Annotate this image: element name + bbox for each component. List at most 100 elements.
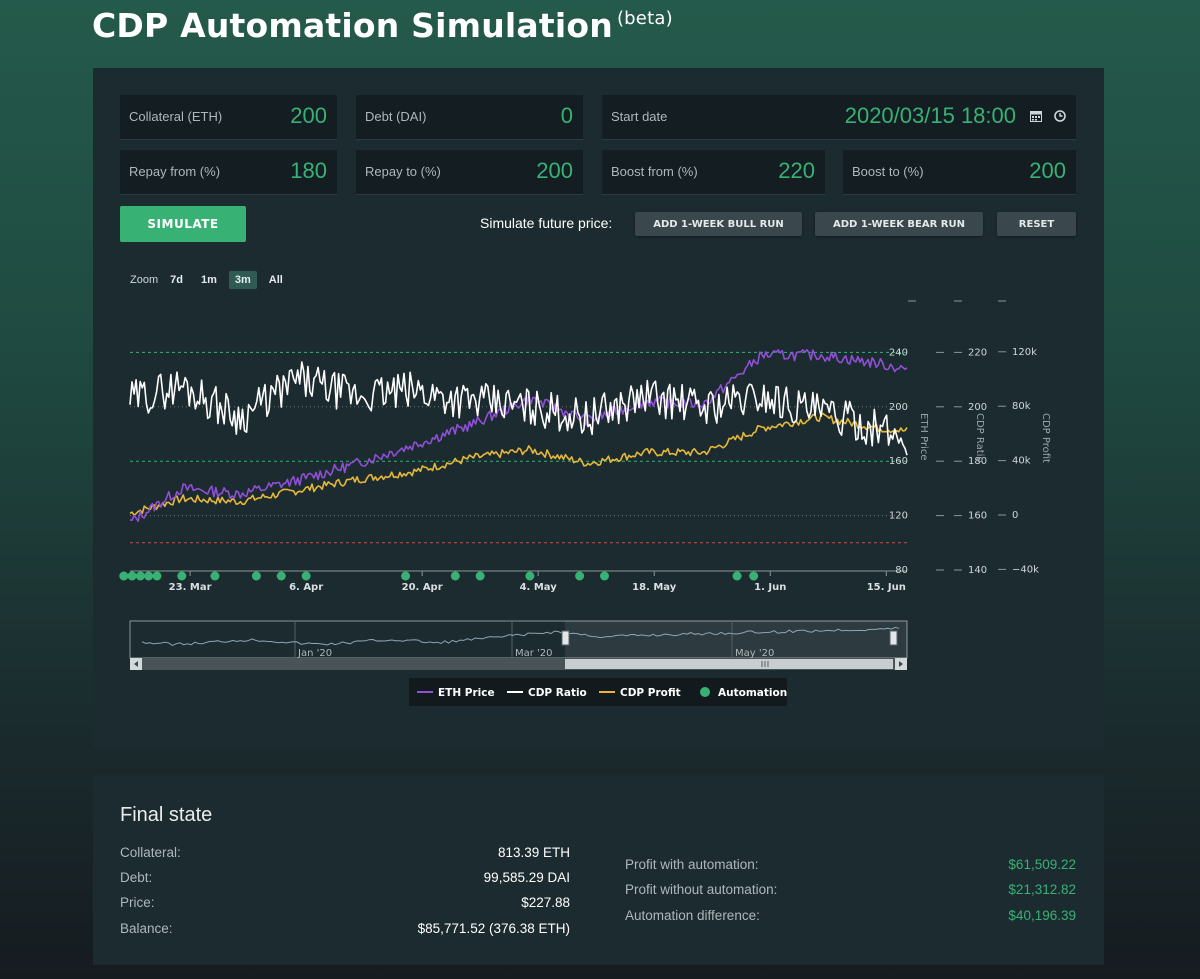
zoom-7d[interactable]: 7d — [170, 274, 183, 286]
axis-tick-label: 180 — [968, 456, 987, 467]
automation-marker — [450, 571, 460, 581]
final-balance-label: Balance: — [120, 921, 173, 936]
simulation-chart[interactable]: 23. Mar 6. Apr 20. Apr 4. May 18. May 1. Jun 1… — [93, 68, 1104, 748]
final-collateral-label: Collateral: — [120, 845, 181, 860]
page-title-text: CDP Automation Simulation — [92, 6, 613, 45]
automation-marker — [475, 571, 485, 581]
final-debt-value: 99,585.29 DAI — [483, 870, 570, 885]
bull-run-button[interactable]: ADD 1-WEEK BULL RUN — [635, 212, 802, 236]
debt-value[interactable]: 0 — [560, 103, 573, 128]
axis-tick-label: 80 — [895, 565, 908, 576]
boost-to-label: Boost to (%) — [852, 164, 924, 179]
profit-without-automation-row: Profit without automation: $21,312.82 — [625, 882, 1076, 897]
final-debt-label: Debt: — [120, 870, 153, 885]
scroll-right-glyph — [899, 661, 903, 667]
axis-title: ETH Price — [918, 413, 929, 461]
profit-with-automation-label: Profit with automation: — [625, 857, 759, 872]
reset-button[interactable]: RESET — [997, 212, 1076, 236]
legend-item-label: CDP Profit — [620, 687, 681, 699]
final-balance-row: Balance: $85,771.52 (376.38 ETH) — [120, 921, 570, 936]
debt-field[interactable]: Debt (DAI) 0 — [356, 95, 583, 140]
debt-label: Debt (DAI) — [365, 109, 427, 124]
final-collateral-row: Collateral: 813.39 ETH — [120, 845, 570, 860]
x-tick-label: 1. Jun — [754, 582, 786, 593]
repay-to-value[interactable]: 200 — [536, 158, 573, 183]
axis-tick-label: 80k — [1012, 401, 1031, 412]
x-tick-label: 18. May — [632, 582, 677, 593]
automation-marker — [135, 571, 145, 581]
simulation-panel: Collateral (ETH) 200 Debt (DAI) 0 Start … — [93, 68, 1104, 748]
x-tick-label: 4. May — [520, 582, 558, 593]
page-title: CDP Automation Simulation (beta) — [92, 6, 673, 45]
boost-from-field[interactable]: Boost from (%) 220 — [602, 150, 825, 195]
axis-tick-label: 40k — [1012, 456, 1031, 467]
repay-to-field[interactable]: Repay to (%) 200 — [356, 150, 583, 195]
final-balance-value: $85,771.52 (376.38 ETH) — [417, 921, 570, 936]
boost-to-field[interactable]: Boost to (%) 200 — [843, 150, 1076, 195]
automation-marker — [599, 571, 609, 581]
final-state-panel: Final state Collateral: 813.39 ETH Debt: 9… — [93, 775, 1104, 965]
boost-from-value[interactable]: 220 — [778, 158, 815, 183]
final-price-value: $227.88 — [521, 895, 570, 910]
repay-to-label: Repay to (%) — [365, 164, 441, 179]
axis-title: CDP Ratio — [974, 413, 985, 463]
legend-item-label: CDP Ratio — [528, 687, 587, 699]
start-date-field[interactable]: Start date 2020/03/15 18:00 — [602, 95, 1076, 140]
navigator-scrollbar-thumb — [565, 659, 893, 669]
profit-with-automation-row: Profit with automation: $61,509.22 — [625, 857, 1076, 872]
navigator-series — [141, 626, 900, 646]
clock-icon[interactable] — [1054, 110, 1066, 125]
automation-marker — [575, 571, 585, 581]
zoom-3m[interactable]: 3m — [228, 271, 257, 289]
axis-title: CDP Profit — [1040, 413, 1051, 463]
navigator-selection — [565, 621, 907, 658]
axis-tick-label: 160 — [889, 456, 908, 467]
final-state-title: Final state — [120, 804, 213, 826]
zoom-1m[interactable]: 1m — [200, 274, 217, 286]
chart-legend — [409, 678, 787, 706]
axis-tick-label: 200 — [968, 402, 987, 413]
legend-item-label: Automation — [718, 687, 787, 699]
repay-from-value[interactable]: 180 — [290, 158, 327, 183]
start-date-value[interactable]: 2020/03/15 18:00 — [844, 103, 1016, 128]
zoom-label: Zoom — [130, 274, 159, 286]
automation-marker — [276, 571, 286, 581]
axis-tick-label: 200 — [889, 402, 908, 413]
zoom-all[interactable]: All — [268, 274, 283, 286]
scroll-left-glyph — [134, 661, 138, 667]
collateral-value[interactable]: 200 — [290, 103, 327, 128]
x-tick-label: 23. Mar — [169, 582, 212, 593]
axis-tick-label: 120 — [889, 511, 908, 522]
collateral-field[interactable]: Collateral (ETH) 200 — [120, 95, 337, 140]
collateral-label: Collateral (ETH) — [129, 109, 223, 124]
automation-difference-label: Automation difference: — [625, 908, 760, 923]
repay-from-label: Repay from (%) — [129, 164, 221, 179]
x-tick-label: 20. Apr — [402, 582, 443, 593]
automation-difference-row: Automation difference: $40,196.39 — [625, 908, 1076, 923]
simulate-button[interactable]: SIMULATE — [120, 206, 246, 242]
series-line-cdp-ratio — [129, 361, 908, 456]
automation-marker — [251, 571, 261, 581]
series-line-cdp-profit — [129, 412, 908, 517]
axis-tick-label: 120k — [1012, 347, 1037, 358]
zoom-controls: Zoom 7d 1m 3m All — [130, 271, 289, 289]
axis-tick-label: −40k — [1012, 564, 1039, 575]
bear-run-button[interactable]: ADD 1-WEEK BEAR RUN — [815, 212, 983, 236]
profit-without-automation-value: $21,312.82 — [1008, 882, 1076, 897]
profit-without-automation-label: Profit without automation: — [625, 882, 778, 897]
repay-from-field[interactable]: Repay from (%) 180 — [120, 150, 337, 195]
axis-tick-label: 160 — [968, 511, 987, 522]
x-tick-label: 6. Apr — [289, 582, 323, 593]
automation-marker — [127, 571, 137, 581]
calendar-icon[interactable] — [1030, 110, 1042, 125]
boost-to-value[interactable]: 200 — [1029, 158, 1066, 183]
final-price-label: Price: — [120, 895, 155, 910]
automation-marker — [401, 571, 411, 581]
automation-marker — [152, 571, 162, 581]
profit-with-automation-value: $61,509.22 — [1008, 857, 1076, 872]
final-price-row: Price: $227.88 — [120, 895, 570, 910]
series-line-eth-price — [129, 349, 908, 523]
navigator-frame — [129, 620, 908, 659]
boost-from-label: Boost from (%) — [611, 164, 698, 179]
axis-tick-label: 140 — [968, 565, 987, 576]
